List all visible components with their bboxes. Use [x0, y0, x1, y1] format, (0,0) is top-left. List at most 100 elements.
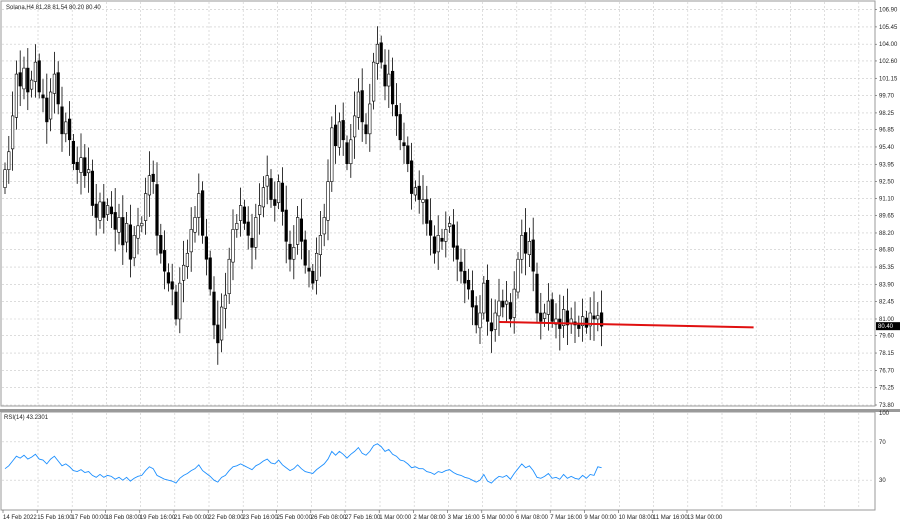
candle-body: [261, 187, 266, 208]
candle-body: [45, 97, 49, 123]
candle-body: [22, 67, 26, 90]
candle-body: [163, 250, 167, 272]
price-tick-label: 92.50: [879, 180, 895, 186]
candle-body: [531, 239, 535, 272]
candle-body: [417, 185, 421, 200]
time-tick-label: 2 Mar 08:00: [413, 515, 446, 521]
candle-body: [413, 187, 418, 196]
candle-body: [345, 142, 349, 164]
price-tick-label: 73.80: [879, 403, 895, 409]
candle-body: [542, 312, 547, 319]
candle-body: [504, 300, 509, 305]
candle-body: [299, 218, 304, 242]
candle-body: [539, 312, 543, 322]
candle-body: [406, 145, 410, 164]
time-tick-label: 17 Feb 00:00: [71, 515, 107, 521]
candle-body: [337, 121, 342, 148]
candle-body: [387, 73, 391, 87]
candle-body: [447, 223, 452, 227]
price-tick-label: 99.70: [879, 94, 895, 100]
price-tick-label: 75.25: [879, 386, 895, 392]
candle-body: [166, 272, 171, 284]
candle-body: [64, 121, 68, 135]
candle-body: [554, 318, 558, 325]
candle-body: [239, 205, 243, 221]
time-tick-label: 13 Mar 00:00: [687, 515, 723, 521]
candle-body: [474, 305, 478, 326]
candle-body: [26, 67, 30, 93]
support-line: [498, 320, 754, 329]
candle-body: [11, 115, 15, 150]
candle-body: [29, 79, 34, 90]
candle-body: [303, 239, 307, 266]
candle-body: [170, 281, 174, 290]
price-tick-label: 96.85: [879, 128, 895, 134]
candle-body: [318, 235, 323, 256]
candle-body: [235, 223, 239, 230]
price-tick-label: 81.00: [879, 317, 895, 323]
candle-body: [98, 201, 102, 221]
candle-body: [478, 312, 482, 329]
candle-body: [125, 223, 129, 243]
candle-body: [326, 181, 330, 221]
price-tick-label: 82.45: [879, 300, 895, 306]
price-tick-label: 105.45: [879, 25, 898, 31]
time-tick-label: 10 Mar 08:00: [619, 515, 655, 521]
price-tick-label: 79.60: [879, 334, 895, 340]
candle-body: [71, 140, 75, 164]
price-tick-label: 102.60: [879, 59, 898, 65]
rsi-tick-label: 70: [879, 440, 886, 446]
candle-body: [231, 229, 235, 263]
candle-body: [356, 91, 361, 118]
rsi-axis: 100 70 30: [879, 411, 890, 484]
candle-body: [596, 315, 600, 320]
candle-body: [527, 241, 531, 256]
rsi-panel-frame: [0, 411, 876, 511]
price-tick-label: 78.15: [879, 351, 895, 357]
candle-body: [94, 203, 98, 218]
current-price-label: 80.40: [878, 324, 894, 330]
price-tick-label: 98.25: [879, 111, 895, 117]
candle-body: [257, 205, 262, 215]
candle-body: [189, 229, 193, 253]
candle-body: [132, 235, 136, 259]
candle-body: [497, 300, 501, 317]
candle-body: [60, 106, 64, 135]
price-tick-label: 86.80: [879, 248, 895, 254]
candle-body: [41, 94, 45, 99]
rsi-label: RSI(14) 43.2301: [4, 415, 49, 421]
candle-body: [523, 232, 528, 254]
time-tick-label: 5 Mar 00:00: [482, 515, 515, 521]
price-tick-label: 89.65: [879, 214, 895, 220]
panel-separator[interactable]: [0, 409, 900, 412]
candle-body: [121, 217, 125, 246]
candle-body: [394, 105, 399, 117]
candle-body: [390, 70, 395, 105]
time-tick-label: 19 Feb 16:00: [140, 515, 176, 521]
candle-body: [402, 142, 406, 147]
candle-body: [307, 267, 311, 272]
candle-body: [565, 310, 569, 326]
candle-body: [140, 223, 144, 227]
candle-body: [360, 90, 364, 123]
candle-body: [151, 173, 155, 182]
candle-body: [375, 43, 380, 64]
candle-body: [212, 291, 216, 326]
candle-body: [246, 221, 250, 236]
candle-body: [440, 237, 444, 242]
candle-body: [436, 235, 440, 253]
candle-body: [159, 235, 163, 254]
candle-body: [102, 201, 106, 218]
candle-body: [227, 258, 231, 294]
candle-body: [265, 175, 269, 187]
time-tick-label: 23 Feb 16:00: [242, 515, 278, 521]
candle-body: [117, 217, 121, 233]
candle-body: [109, 206, 113, 215]
candle-body: [432, 236, 437, 254]
candle-body: [493, 312, 497, 330]
candle-body: [201, 190, 205, 236]
price-tick-label: 83.90: [879, 282, 895, 288]
candle-body: [197, 193, 201, 218]
candle-body: [428, 220, 433, 236]
